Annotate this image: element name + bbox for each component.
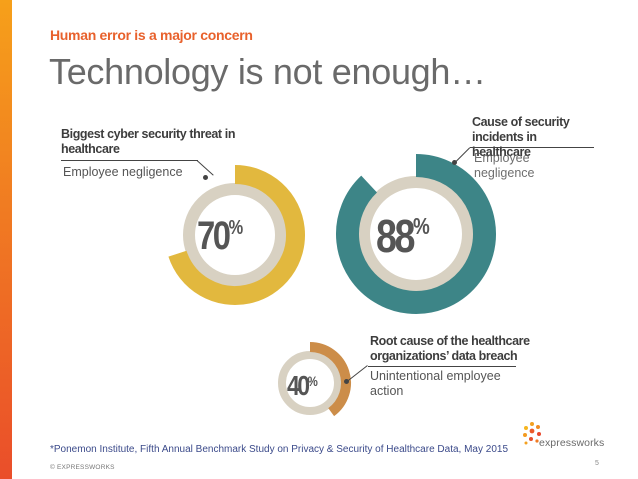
stat-value-number: 40 (287, 370, 310, 401)
donut-chart-employee-negligence-70 (168, 165, 305, 305)
stat-value-number: 70 (197, 214, 231, 258)
donut-value-arc (168, 165, 305, 305)
stat-value-70: 70% (197, 216, 243, 256)
stat-value-number: 88 (376, 210, 416, 262)
stat-value-88: 88% (376, 213, 430, 259)
leader-dot (344, 379, 349, 384)
leader-line (61, 160, 198, 161)
leader-dot (452, 160, 457, 165)
percent-sign: % (413, 213, 430, 239)
donut-chart-data-breach-40 (278, 342, 351, 417)
slide-kicker: Human error is a major concern (50, 27, 253, 43)
leader-dot (203, 175, 208, 180)
stat-caption-employee-negligence: Employee negligence (63, 165, 183, 179)
percent-sign: % (228, 217, 244, 239)
leader-line (470, 147, 594, 148)
donut-value-arc (309, 342, 351, 417)
accent-bar (0, 0, 12, 479)
page-number: 5 (595, 460, 599, 467)
percent-sign: % (307, 373, 318, 389)
slide-title: Technology is not enough… (49, 51, 486, 92)
donut-track (358, 176, 474, 292)
donut-chart-security-incidents-88 (336, 154, 496, 314)
expressworks-logo-icon (523, 422, 541, 445)
stat-heading-biggest-threat: Biggest cyber security threat in healthc… (61, 127, 236, 156)
stat-value-40: 40% (287, 372, 318, 400)
source-footnote: *Ponemon Institute, Fifth Annual Benchma… (50, 444, 509, 455)
stat-heading-data-breach: Root cause of the healthcare organizatio… (370, 334, 530, 363)
stat-caption-unintentional-action: Unintentional employee action (370, 369, 501, 398)
donut-track (278, 351, 342, 415)
donut-value-arc (336, 154, 496, 314)
copyright: © EXPRESSWORKS (50, 464, 115, 471)
stat-heading-security-incidents: Cause of security incidents in healthcar… (472, 115, 570, 159)
stat-caption-employee-negligence: Employee negligence (474, 151, 535, 180)
donut-track (183, 183, 287, 287)
leader-line (368, 366, 516, 367)
logo-wordmark: expressworks (539, 437, 605, 449)
